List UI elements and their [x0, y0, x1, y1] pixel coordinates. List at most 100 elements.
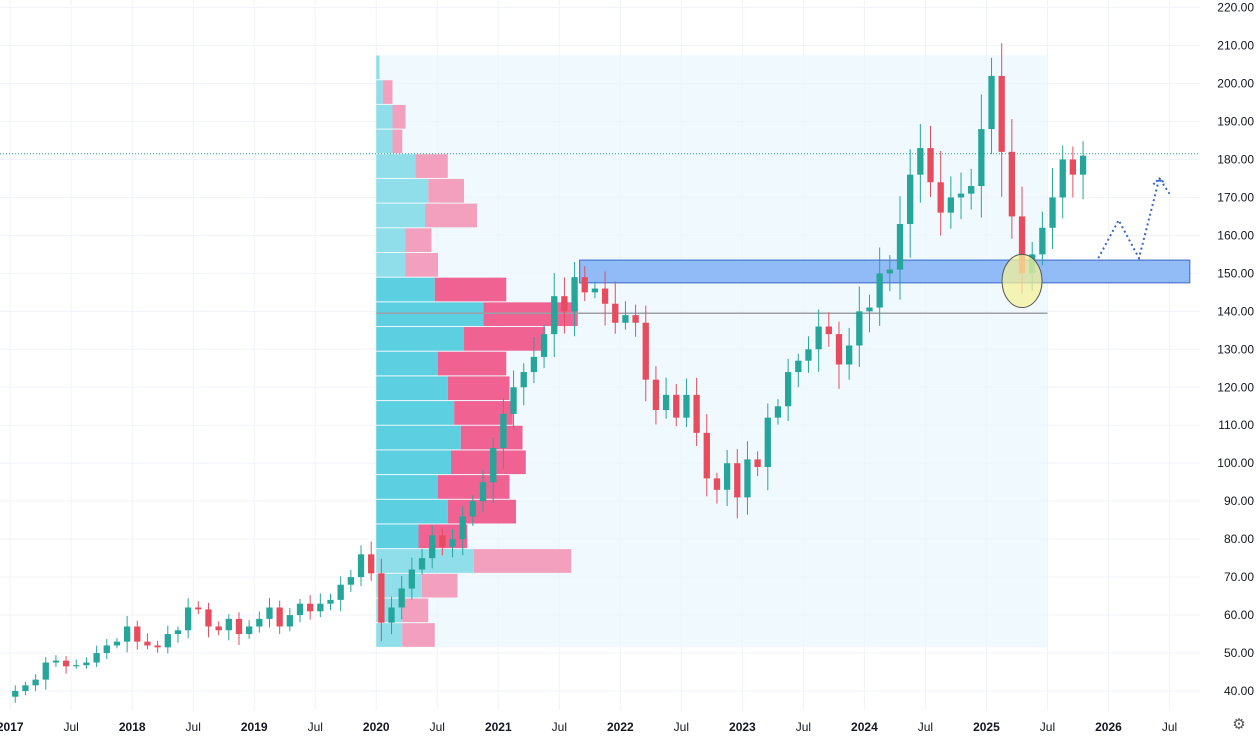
candle-body	[622, 315, 629, 323]
volume-profile-up-bar	[376, 351, 439, 376]
candle-body	[591, 288, 599, 293]
candle-body	[1079, 155, 1087, 175]
candle-body	[866, 307, 873, 312]
y-axis-tick-label: 190.00	[1217, 114, 1254, 128]
x-axis-tick-label: 2022	[607, 720, 634, 734]
candle-body	[978, 129, 985, 187]
x-axis-tick-label: Jul	[674, 720, 689, 734]
volume-profile-down-bar	[415, 154, 448, 178]
volume-profile-up-bar	[376, 425, 461, 450]
x-axis-tick-label: Jul	[430, 720, 445, 734]
x-axis-tick-label: Jul	[308, 720, 323, 734]
volume-profile-up-bar	[376, 475, 439, 499]
volume-profile-down-bar	[460, 425, 523, 450]
candle-body	[174, 630, 182, 635]
settings-gear-icon[interactable]: ⚙	[1232, 716, 1246, 733]
highlight-circle	[1001, 253, 1043, 309]
candle-body	[368, 554, 375, 574]
candle-body	[825, 326, 832, 335]
candle-body	[123, 626, 131, 642]
candle-body	[703, 432, 710, 479]
candle-body	[225, 618, 232, 631]
candle-body	[917, 148, 924, 175]
projection-arrowhead	[1152, 177, 1166, 186]
candle-body	[886, 269, 893, 274]
candle-body	[988, 75, 995, 130]
projection-path	[1097, 176, 1171, 261]
candle-body	[815, 326, 822, 350]
candle-body	[154, 645, 161, 648]
candle-body	[896, 224, 904, 270]
candle-body	[439, 535, 446, 547]
volume-profile-down-bar	[421, 573, 458, 598]
x-axis-tick-label: 2025	[973, 720, 1000, 734]
volume-profile-down-bar	[392, 104, 406, 129]
y-axis-tick-label: 80.00	[1224, 532, 1254, 546]
candle-body	[642, 322, 649, 380]
x-axis-tick-label: Jul	[918, 720, 933, 734]
volume-profile-up-bar	[376, 302, 484, 327]
y-axis-tick-label: 50.00	[1224, 646, 1254, 660]
candle-body	[296, 603, 304, 616]
volume-profile-down-bar	[438, 475, 510, 499]
x-axis-tick-label: 2018	[119, 720, 146, 734]
volume-profile-down-bar	[405, 228, 432, 252]
volume-profile-down-bar	[434, 277, 507, 302]
candle-body	[927, 148, 934, 183]
candle-body	[601, 288, 609, 304]
candle-body	[744, 459, 751, 498]
candle-body	[693, 394, 700, 433]
y-axis-tick-label: 130.00	[1217, 342, 1254, 356]
candle-body	[540, 334, 548, 357]
candle-body	[479, 482, 487, 502]
volume-profile-down-bar	[438, 351, 507, 376]
candle-body	[947, 197, 954, 213]
candle-body	[581, 277, 588, 293]
volume-profile-down-bar	[473, 549, 572, 573]
candle-body	[805, 349, 812, 361]
candle-body	[205, 609, 212, 627]
x-axis-tick-label: 2026	[1095, 720, 1122, 734]
candle-body	[103, 645, 110, 654]
candle-body	[1008, 151, 1016, 217]
volume-profile-down-bar	[454, 401, 513, 425]
candle-body	[723, 463, 731, 490]
volume-profile-up-bar	[376, 401, 455, 425]
y-axis-tick-label: 220.00	[1217, 1, 1254, 15]
y-axis-tick-label: 180.00	[1217, 152, 1254, 166]
volume-profile-up-bar	[376, 178, 429, 203]
volume-profile-down-bar	[447, 376, 510, 401]
volume-profile-up-bar	[376, 55, 380, 80]
candle-body	[795, 360, 802, 373]
candle-body	[378, 573, 385, 623]
x-axis-tick-label: 2023	[729, 720, 756, 734]
support-zone-rectangle	[579, 259, 1191, 284]
candle-body	[317, 603, 324, 612]
candle-body	[490, 448, 497, 483]
candle-body	[398, 588, 405, 608]
volume-profile-up-bar	[376, 154, 416, 178]
y-axis-tick-label: 210.00	[1217, 39, 1254, 53]
candle-body	[652, 379, 660, 411]
x-axis-tick-label: 2021	[485, 720, 512, 734]
volume-profile-up-bar	[376, 524, 419, 549]
volume-profile-up-bar	[376, 252, 406, 277]
candle-body	[1049, 197, 1056, 228]
candle-body	[62, 660, 70, 667]
volume-profile-up-bar	[376, 327, 465, 351]
candle-body	[357, 554, 365, 578]
candle-body	[754, 459, 761, 468]
candle-body	[429, 535, 436, 559]
candle-body	[408, 569, 416, 589]
candle-body	[510, 387, 517, 414]
y-axis-tick-label: 150.00	[1217, 266, 1254, 280]
candle-body	[907, 174, 914, 225]
volume-profile-up-bar	[376, 277, 435, 302]
candle-body	[32, 679, 39, 686]
candle-body	[632, 315, 639, 323]
y-axis-tick-label: 160.00	[1217, 228, 1254, 242]
x-axis-tick-label: 2019	[241, 720, 268, 734]
candle-body	[469, 501, 477, 517]
